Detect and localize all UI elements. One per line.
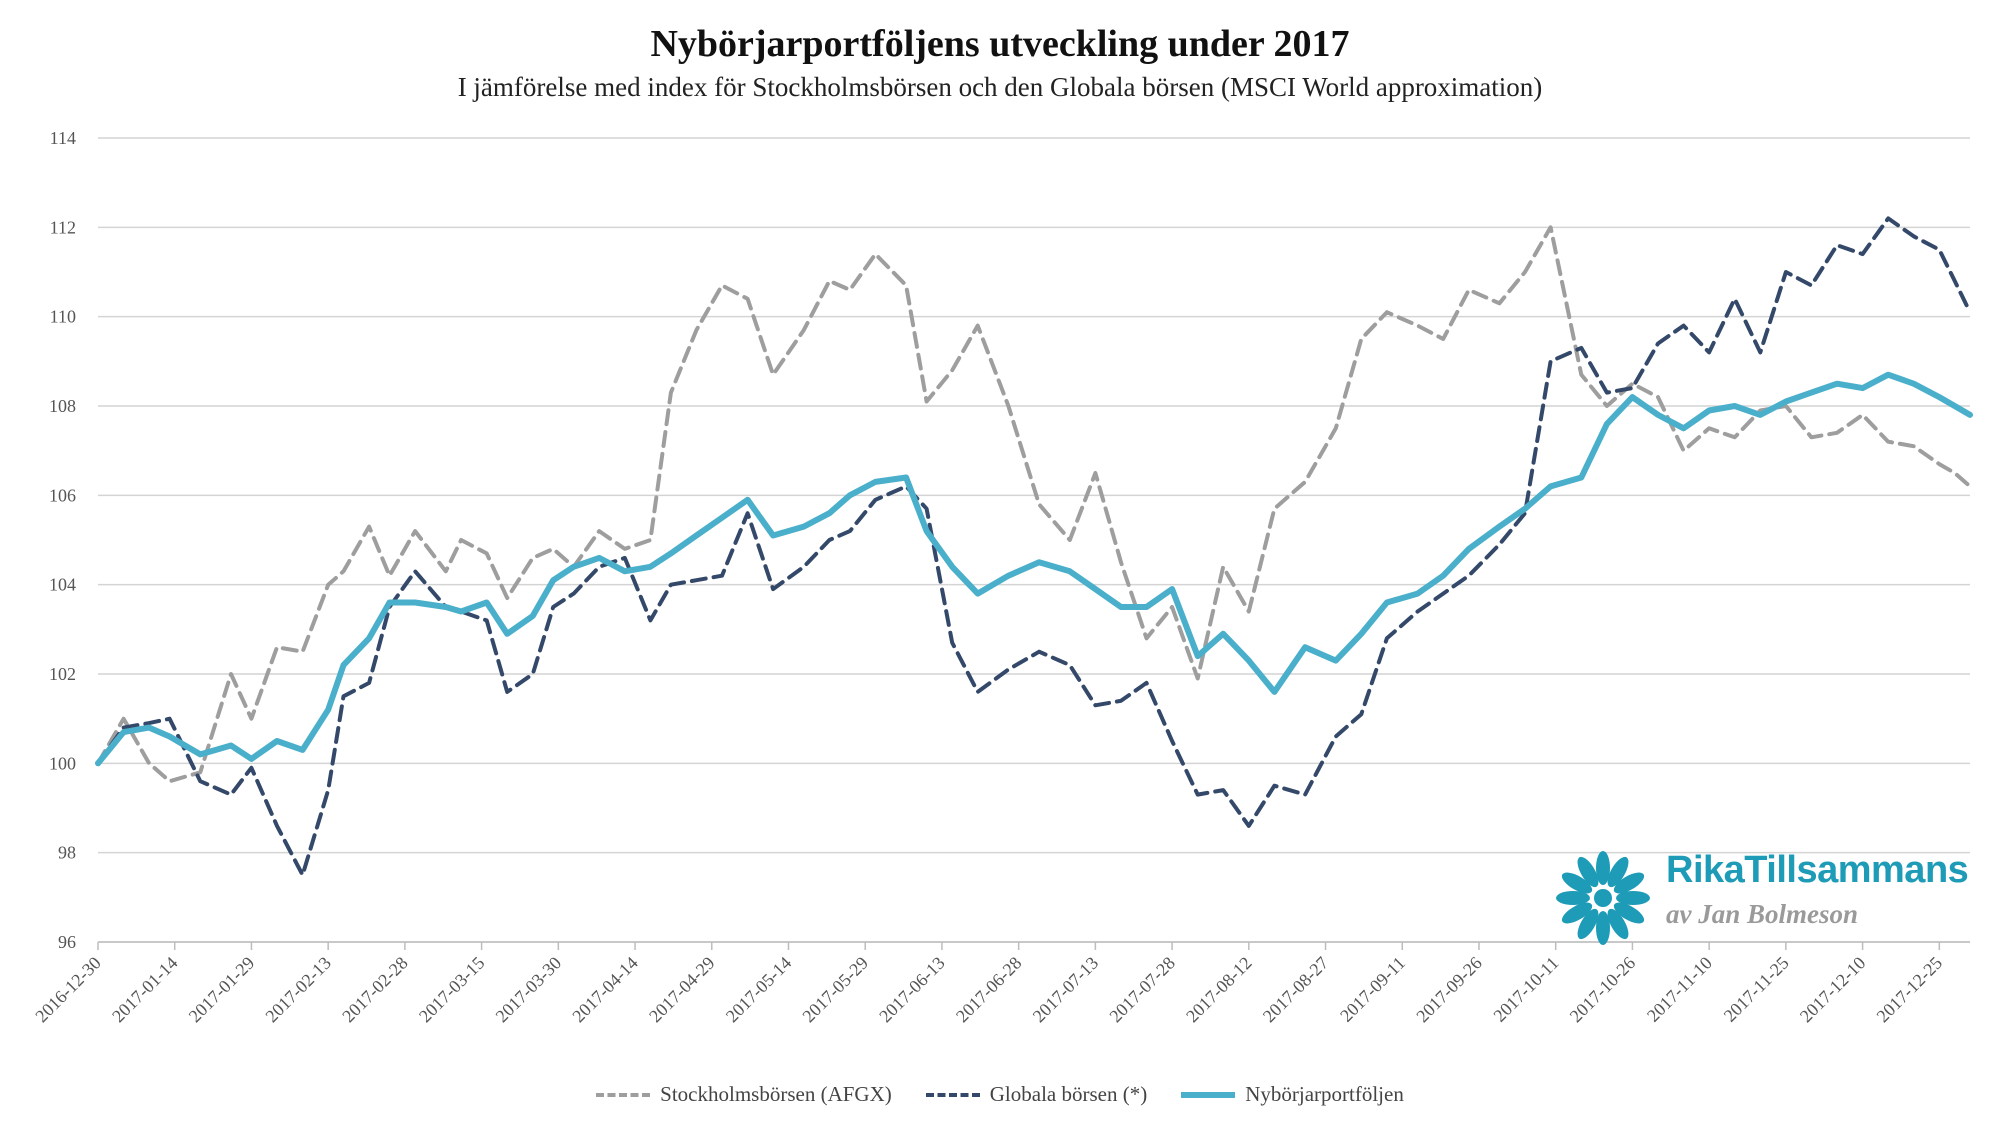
y-tick-label: 110 bbox=[50, 307, 76, 327]
x-tick-label: 2017-02-13 bbox=[261, 953, 335, 1027]
x-tick-label: 2017-12-25 bbox=[1873, 953, 1947, 1027]
logo-author: av Jan Bolmeson bbox=[1666, 899, 1859, 929]
y-tick-label: 100 bbox=[49, 753, 76, 773]
flower-petal bbox=[1561, 872, 1593, 894]
y-tick-label: 104 bbox=[49, 575, 76, 595]
legend-swatch-global bbox=[925, 1092, 980, 1097]
legend-item-global: Globala börsen (*) bbox=[925, 1082, 1148, 1107]
x-tick-label: 2017-08-12 bbox=[1182, 953, 1256, 1027]
x-tick-label: 2016-12-30 bbox=[31, 953, 105, 1027]
flower-petal bbox=[1561, 902, 1593, 924]
x-tick-label: 2017-11-10 bbox=[1643, 953, 1716, 1026]
flower-icon bbox=[1556, 851, 1650, 945]
flower-petal bbox=[1616, 891, 1650, 905]
flower-petal bbox=[1556, 891, 1590, 905]
x-tick-label: 2017-04-14 bbox=[568, 953, 642, 1027]
chart-title: Nybörjarportföljens utveckling under 201… bbox=[650, 23, 1350, 65]
series-line-portfolio bbox=[95, 371, 1973, 767]
legend-label-portfolio: Nybörjarportföljen bbox=[1245, 1082, 1404, 1106]
flower-petal bbox=[1613, 872, 1645, 894]
x-tick-label: 2017-08-27 bbox=[1259, 953, 1333, 1027]
x-tick-label: 2017-02-28 bbox=[338, 953, 412, 1027]
y-axis-ticks: 96 98 100 102 104 106 108 110 112 114 bbox=[49, 128, 76, 952]
y-tick-label: 98 bbox=[58, 843, 76, 863]
x-tick-label: 2017-05-14 bbox=[722, 953, 796, 1027]
x-tick-label: 2017-07-28 bbox=[1105, 953, 1179, 1027]
flower-petal bbox=[1607, 908, 1629, 940]
legend-label-global: Globala börsen (*) bbox=[989, 1082, 1148, 1106]
x-tick-label: 2017-04-29 bbox=[645, 953, 719, 1027]
y-tick-label: 108 bbox=[49, 396, 76, 416]
y-tick-label: 112 bbox=[50, 217, 76, 237]
x-tick-label: 2017-10-26 bbox=[1566, 953, 1640, 1027]
series-line-global bbox=[96, 216, 1972, 877]
y-tick-label: 96 bbox=[58, 932, 76, 952]
x-axis-ticks: 2016-12-30 2017-01-14 2017-01-29 2017-02-13… bbox=[31, 942, 1946, 1026]
x-tick-label: 2017-07-13 bbox=[1029, 953, 1103, 1027]
x-tick-label: 2017-03-30 bbox=[492, 953, 566, 1027]
series-line-afgx bbox=[96, 225, 1972, 784]
flower-petal bbox=[1596, 911, 1610, 945]
y-tick-label: 102 bbox=[49, 664, 76, 684]
legend: Stockholmsbörsen (AFGX) Globala börsen (… bbox=[0, 1082, 2000, 1107]
x-tick-label: 2017-10-11 bbox=[1489, 953, 1562, 1026]
grid-lines bbox=[98, 137, 1970, 943]
x-tick-label: 2017-01-14 bbox=[108, 953, 182, 1027]
x-tick-label: 2017-03-15 bbox=[415, 953, 489, 1027]
legend-item-afgx: Stockholmsbörsen (AFGX) bbox=[596, 1082, 892, 1107]
brand-logo: RikaTillsammans av Jan Bolmeson bbox=[1548, 845, 1988, 945]
logo-name: RikaTillsammans bbox=[1666, 849, 1969, 891]
flower-center bbox=[1594, 889, 1612, 907]
series-lines bbox=[95, 216, 1973, 877]
flower-petal bbox=[1613, 902, 1645, 924]
flower-petal bbox=[1577, 856, 1599, 888]
chart-subtitle: I jämförelse med index för Stockholmsbör… bbox=[457, 72, 1543, 102]
legend-label-afgx: Stockholmsbörsen (AFGX) bbox=[660, 1082, 892, 1106]
x-tick-label: 2017-06-13 bbox=[875, 953, 949, 1027]
y-tick-label: 106 bbox=[49, 485, 76, 505]
flower-petal bbox=[1577, 908, 1599, 940]
x-tick-label: 2017-11-25 bbox=[1720, 953, 1793, 1026]
legend-swatch-afgx bbox=[596, 1092, 651, 1097]
x-tick-label: 2017-09-26 bbox=[1412, 953, 1486, 1027]
legend-item-portfolio: Nybörjarportföljen bbox=[1181, 1082, 1404, 1107]
flower-petal bbox=[1596, 851, 1610, 885]
x-tick-label: 2017-01-29 bbox=[185, 953, 259, 1027]
legend-swatch-portfolio bbox=[1181, 1091, 1236, 1098]
flower-petal bbox=[1607, 856, 1629, 888]
x-tick-label: 2017-12-10 bbox=[1796, 953, 1870, 1027]
x-tick-label: 2017-06-28 bbox=[952, 953, 1026, 1027]
y-tick-label: 114 bbox=[50, 128, 76, 148]
x-tick-label: 2017-09-11 bbox=[1336, 953, 1409, 1026]
x-tick-label: 2017-05-29 bbox=[799, 953, 873, 1027]
